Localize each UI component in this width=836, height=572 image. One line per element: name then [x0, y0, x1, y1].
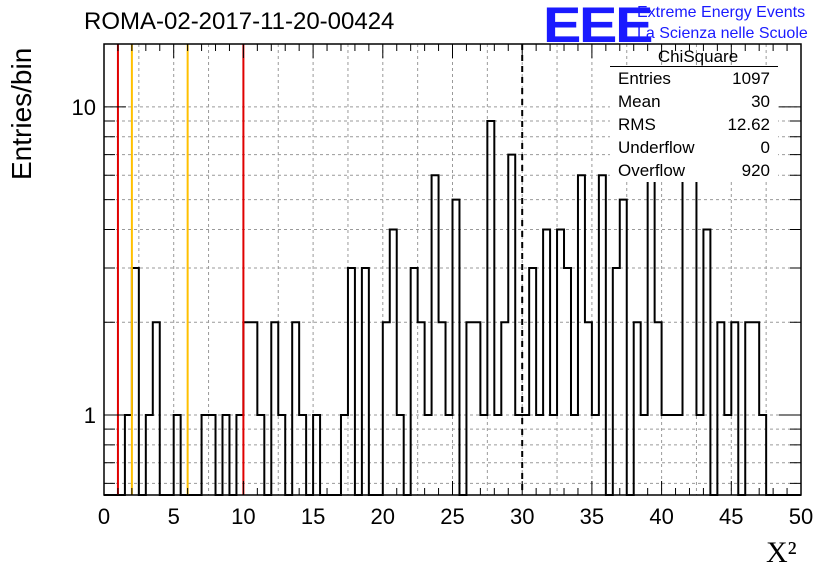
chart-title: ROMA-02-2017-11-20-00424 [84, 8, 395, 35]
x-tick-label: 40 [649, 504, 673, 529]
x-tick-label: 35 [580, 504, 604, 529]
stats-box: ChiSquare Entries 1097 Mean 30 RMS 12.62… [610, 47, 778, 182]
x-tick-label: 50 [789, 504, 813, 529]
stats-row-underflow: Underflow 0 [610, 136, 778, 159]
logo-line-1: Extreme Energy Events [637, 4, 806, 21]
stats-label: Mean [618, 92, 661, 111]
logo-line-2: La Scienza nelle Scuole [637, 25, 808, 42]
stats-value: 920 [741, 161, 770, 180]
y-tick-label: 1 [84, 403, 96, 428]
stats-label: Overflow [618, 161, 686, 180]
x-tick-label: 15 [301, 504, 325, 529]
x-tick-label: 45 [719, 504, 743, 529]
stats-row-overflow: Overflow 920 [610, 159, 778, 182]
stats-value: 30 [751, 92, 770, 111]
x-tick-label: 5 [168, 504, 180, 529]
eee-logo-mark: EEE [543, 0, 653, 53]
x-tick-label: 30 [510, 504, 534, 529]
stats-label: Entries [618, 69, 671, 88]
stats-label: Underflow [618, 138, 695, 157]
stats-row-entries: Entries 1097 [610, 67, 778, 90]
stats-value: 12.62 [727, 115, 770, 134]
stats-value: 1097 [732, 69, 770, 88]
x-tick-label: 0 [98, 504, 110, 529]
stats-title: ChiSquare [657, 47, 739, 66]
x-tick-label: 25 [440, 504, 464, 529]
x-tick-label: 20 [371, 504, 395, 529]
stats-row-rms: RMS 12.62 [610, 113, 778, 136]
y-axis-label: Entries/bin [6, 47, 37, 180]
histogram-outline [104, 119, 801, 496]
y-tick-label: 10 [72, 95, 96, 120]
stats-row-mean: Mean 30 [610, 90, 778, 113]
stats-label: RMS [618, 115, 656, 134]
x-axis-label: X² [766, 536, 797, 569]
stats-value: 0 [760, 138, 770, 157]
x-tick-label: 10 [231, 504, 255, 529]
